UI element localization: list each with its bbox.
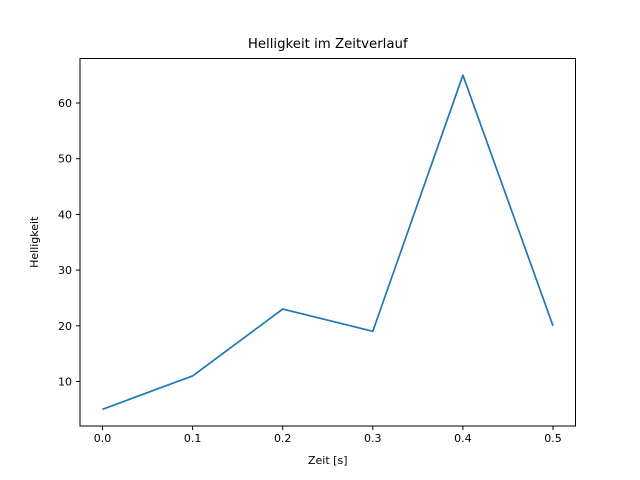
y-tick-label: 20 bbox=[58, 320, 72, 333]
x-tick-label: 0.5 bbox=[544, 432, 562, 445]
x-axis-tick-labels: 0.0 0.1 0.2 0.3 0.4 0.5 bbox=[94, 432, 562, 445]
y-tick-label: 30 bbox=[58, 264, 72, 277]
y-tick-label: 60 bbox=[58, 97, 72, 110]
data-line-series bbox=[102, 74, 554, 411]
x-tick-label: 0.3 bbox=[364, 432, 382, 445]
x-axis-label: Zeit [s] bbox=[308, 454, 347, 467]
chart-title: Helligkeit im Zeitverlauf bbox=[248, 37, 408, 52]
plot-area bbox=[80, 58, 576, 426]
y-tick-label: 50 bbox=[58, 153, 72, 166]
x-tick-label: 0.4 bbox=[454, 432, 472, 445]
x-tick-label: 0.2 bbox=[274, 432, 292, 445]
x-tick-label: 0.1 bbox=[184, 432, 202, 445]
y-axis-label: Helligkeit bbox=[28, 216, 41, 268]
axes-frame bbox=[79, 58, 576, 427]
y-tick-label: 10 bbox=[58, 376, 72, 389]
x-tick-label: 0.0 bbox=[94, 432, 112, 445]
y-axis-ticks bbox=[76, 102, 80, 382]
x-axis-ticks bbox=[102, 426, 554, 430]
y-axis-tick-labels: 10 20 30 40 50 60 bbox=[58, 97, 72, 389]
y-tick-label: 40 bbox=[58, 208, 72, 221]
